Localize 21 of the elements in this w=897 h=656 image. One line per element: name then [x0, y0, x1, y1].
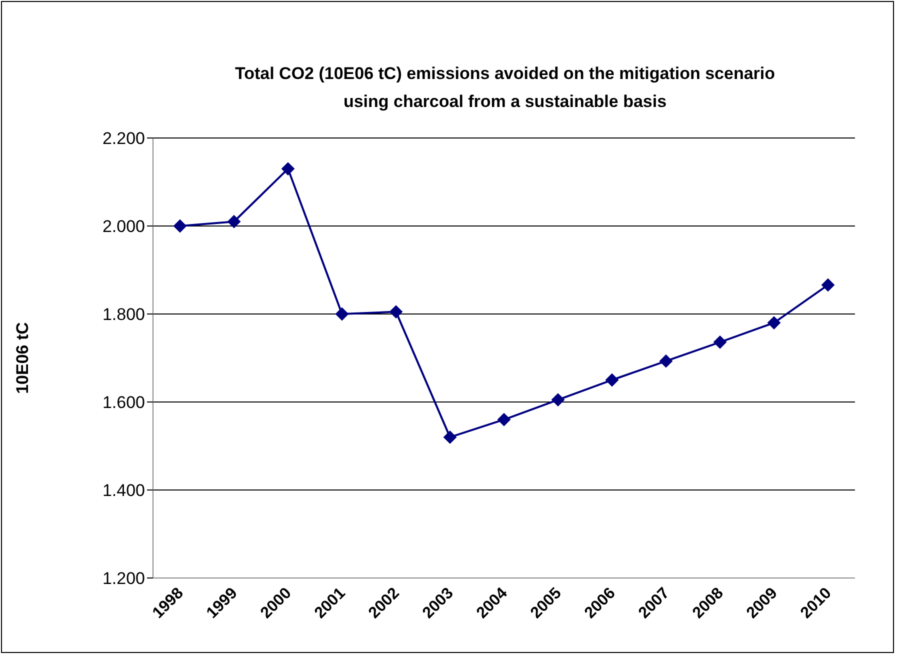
- point: [768, 316, 780, 330]
- y-tick-label: 2.000: [102, 217, 145, 236]
- y-tick-label: 1.600: [102, 393, 145, 412]
- y-tick-label: 2.200: [102, 129, 145, 148]
- point: [498, 413, 510, 426]
- point: [336, 308, 348, 320]
- point: [606, 374, 618, 386]
- point: [444, 430, 456, 444]
- point: [282, 162, 294, 176]
- point: [714, 336, 726, 349]
- point: [552, 393, 564, 406]
- y-tick-label: 1.800: [102, 305, 145, 324]
- point: [660, 354, 672, 368]
- point: [822, 278, 834, 292]
- point: [174, 220, 186, 232]
- chart-title: Total CO2 (10E06 tC) emissions avoided on the mitigation scenario using charcoal from a sustainable basis: [234, 63, 776, 113]
- y-axis-title: 10E06 tC: [13, 322, 32, 394]
- point: [228, 215, 240, 228]
- y-tick-label: 1.200: [102, 569, 145, 588]
- y-tick-label: 1.400: [102, 481, 145, 500]
- point: [390, 305, 402, 318]
